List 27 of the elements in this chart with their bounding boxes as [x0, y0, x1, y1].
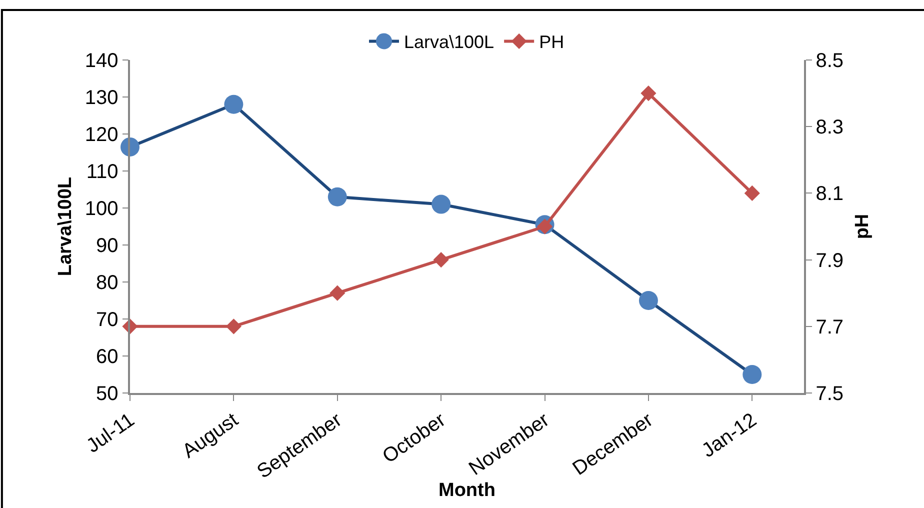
point — [226, 318, 242, 334]
y-tick-label: 60 — [96, 346, 118, 368]
y2-tick-label: 7.9 — [816, 250, 844, 272]
y-tick-label: 120 — [84, 124, 118, 146]
y2-axis-title: pH — [852, 214, 873, 240]
point — [536, 218, 553, 234]
y2-tick-label: 8.3 — [816, 116, 844, 139]
legend-label: PH — [539, 32, 564, 52]
y-tick-label: 50 — [96, 383, 118, 405]
y-tick-label: 110 — [86, 161, 118, 183]
x-axis-title: Month — [438, 480, 496, 501]
point — [640, 86, 656, 102]
y-tick-label: 90 — [96, 235, 118, 257]
y-tick-label: 80 — [96, 272, 118, 294]
y-tick-label: 70 — [96, 309, 118, 331]
y2-tick-label: 7.5 — [816, 383, 844, 405]
y2-tick-label: 8.5 — [816, 50, 844, 72]
y-tick-label: 100 — [84, 198, 118, 220]
point — [433, 252, 449, 268]
y-tick-label: 140 — [84, 50, 118, 72]
point — [744, 185, 760, 201]
y2-tick-label: 8.1 — [816, 183, 844, 206]
point — [330, 285, 346, 301]
y-axis-title: Larva\100L — [55, 176, 76, 276]
y2-tick-label: 7.7 — [816, 316, 844, 338]
legend-label: Larva\100L — [404, 32, 494, 52]
y-tick-label: 130 — [84, 87, 118, 109]
